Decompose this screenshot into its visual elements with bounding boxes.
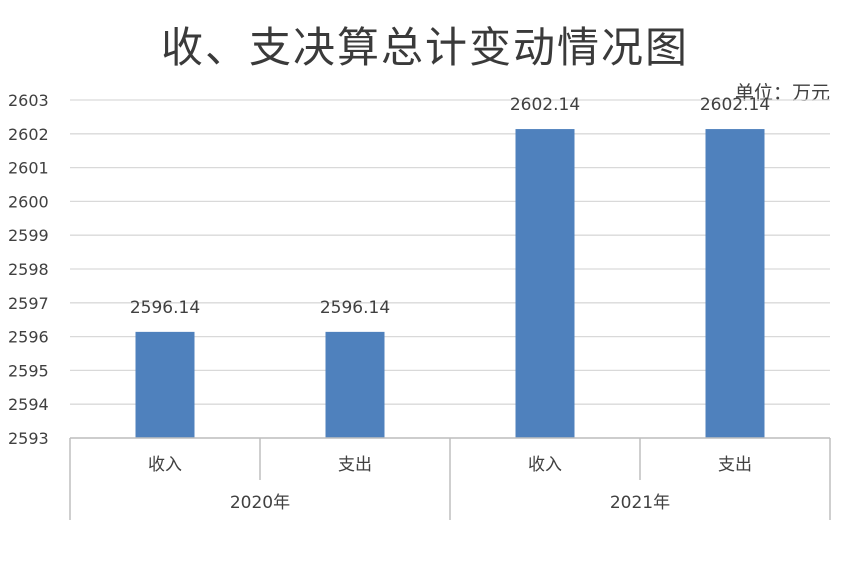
x-group-label: 2020年 <box>230 493 290 513</box>
bar <box>325 331 385 438</box>
x-category-label: 支出 <box>718 455 752 475</box>
x-category-label: 收入 <box>148 455 182 475</box>
x-category-label: 收入 <box>528 455 562 475</box>
unit-label: 单位：万元 <box>734 82 830 104</box>
bar <box>705 129 765 438</box>
x-axis: 收入 支出 收入 支出 2020年 2021年 <box>69 437 831 520</box>
y-tick-label: 2594 <box>8 395 49 414</box>
data-label: 2596.14 <box>130 298 200 318</box>
data-label: 2602.14 <box>510 95 580 115</box>
data-labels: 2596.14 2596.14 2602.14 2602.14 <box>130 95 770 318</box>
y-tick-label: 2599 <box>8 226 49 245</box>
data-label: 2596.14 <box>320 298 390 318</box>
y-tick-label: 2595 <box>8 361 49 380</box>
chart-title: 收、支决算总计变动情况图 <box>160 23 689 72</box>
y-tick-label: 2597 <box>8 294 49 313</box>
bar <box>135 331 195 438</box>
y-tick-label: 2593 <box>8 429 49 448</box>
x-group-label: 2021年 <box>610 493 670 513</box>
y-tick-label: 2596 <box>8 328 49 347</box>
y-tick-label: 2603 <box>8 91 49 110</box>
y-axis-ticks: 2593 2594 2595 2596 2597 2598 2599 2600 2601 2602… <box>8 91 49 448</box>
y-tick-label: 2601 <box>8 159 49 178</box>
bar <box>515 129 575 438</box>
y-tick-label: 2602 <box>8 125 49 144</box>
bars <box>135 129 765 438</box>
data-label: 2602.14 <box>700 95 770 115</box>
y-tick-label: 2600 <box>8 192 49 211</box>
y-tick-label: 2598 <box>8 260 49 279</box>
x-category-label: 支出 <box>338 455 372 475</box>
